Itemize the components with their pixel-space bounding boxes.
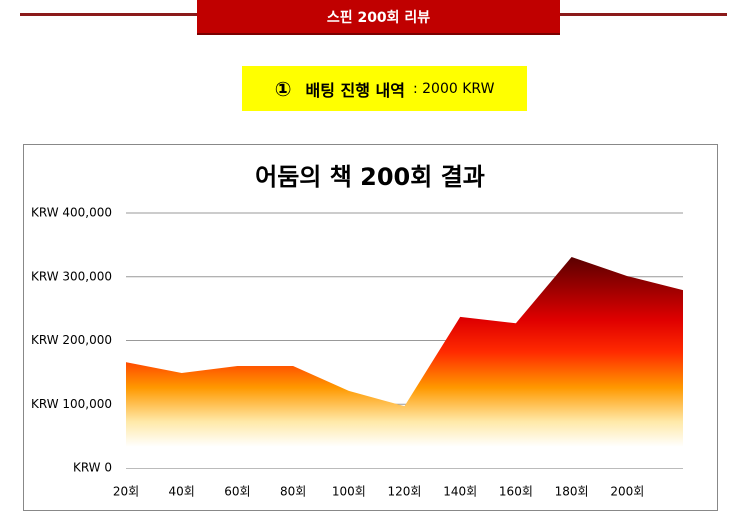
x-tick-label: 20회 xyxy=(113,485,139,499)
x-tick-label: 120회 xyxy=(388,485,422,499)
x-tick-label: 100회 xyxy=(332,485,366,499)
x-tick-label: 160회 xyxy=(499,485,533,499)
y-tick-label: KRW 300,000 xyxy=(31,269,112,283)
x-tick-label: 180회 xyxy=(555,485,589,499)
area xyxy=(126,256,683,468)
y-tick-label: KRW 200,000 xyxy=(31,333,112,347)
x-tick-label: 140회 xyxy=(443,485,477,499)
y-tick-label: KRW 0 xyxy=(73,461,112,475)
x-tick-label: 80회 xyxy=(280,485,306,499)
y-tick-label: KRW 100,000 xyxy=(31,397,112,411)
header-banner: 스핀 200회 리뷰 xyxy=(197,0,560,35)
x-tick-label: 200회 xyxy=(610,485,644,499)
y-tick-label: KRW 400,000 xyxy=(31,206,112,220)
chart-frame xyxy=(23,144,718,511)
x-tick-label: 40회 xyxy=(169,485,195,499)
summary-number: ① xyxy=(274,76,292,101)
summary-title: 배팅 진행 내역 xyxy=(305,80,405,100)
chart-title: 어둠의 책 200회 결과 xyxy=(255,163,485,191)
x-tick-label: 60회 xyxy=(224,485,250,499)
summary-box: ① 배팅 진행 내역 : 2000 KRW xyxy=(242,66,527,111)
summary-amount: : 2000 KRW xyxy=(412,80,495,97)
